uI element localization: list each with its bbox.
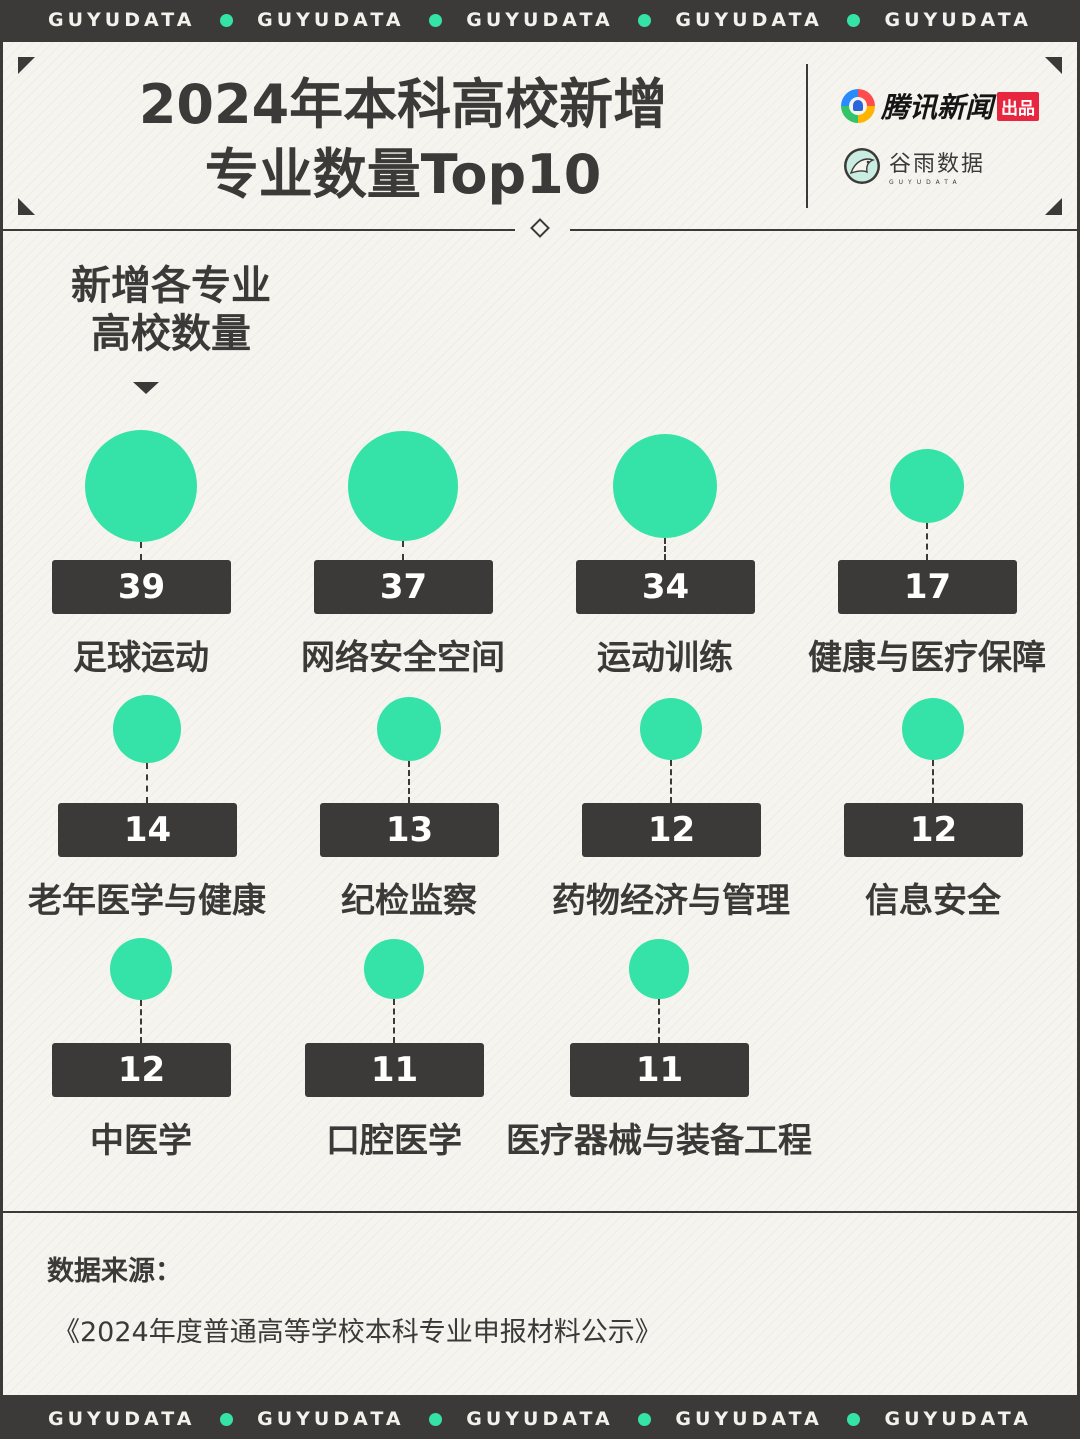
category-label: 医疗器械与装备工程 <box>506 1121 812 1161</box>
bubble-mark <box>629 939 689 999</box>
value-label: 12 <box>844 803 1023 857</box>
band-word: GUYUDATA <box>884 9 1032 31</box>
brand2-subtext: GUYUDATA <box>889 179 962 186</box>
bubble-mark <box>348 431 458 541</box>
subtitle-line-2: 高校数量 <box>91 311 251 357</box>
value-label: 17 <box>838 560 1017 614</box>
band-word: GUYUDATA <box>675 1408 823 1430</box>
value-label: 39 <box>52 560 231 614</box>
chart-subtitle: 新增各专业 高校数量 <box>51 262 291 358</box>
bubble-mark <box>901 697 965 761</box>
band-word: GUYUDATA <box>48 9 196 31</box>
brand2-text: 谷雨数据 <box>889 152 986 177</box>
category-label: 网络安全空间 <box>301 638 505 678</box>
bubble-mark <box>890 449 964 523</box>
bubble-mark <box>612 433 718 539</box>
corner-mark-icon <box>1045 57 1062 74</box>
value-label: 11 <box>305 1043 484 1097</box>
header-divider-right <box>570 229 1077 231</box>
header-vertical-divider <box>806 64 808 208</box>
value-label: 11 <box>570 1043 749 1097</box>
band-dot-icon <box>847 13 861 27</box>
corner-mark-icon <box>1045 198 1062 215</box>
value-label: 37 <box>314 560 493 614</box>
category-label: 口腔医学 <box>326 1121 462 1161</box>
category-label: 纪检监察 <box>341 881 477 921</box>
tencent-news-brand: 腾讯新闻 出品 <box>841 86 1040 126</box>
brand1-text: 腾讯新闻 <box>881 91 994 124</box>
band-word: GUYUDATA <box>675 9 823 31</box>
category-label: 老年医学与健康 <box>28 881 266 921</box>
bubble-stem <box>926 522 928 560</box>
category-label: 运动训练 <box>597 638 733 678</box>
category-label: 中医学 <box>90 1121 192 1161</box>
bubble-chart: 39 足球运动 37 网络安全空间 34 运动训练 17 健康与医疗保障 14 老年医学与健康 13… <box>3 42 1077 1395</box>
bubble-stem <box>140 1000 142 1043</box>
value-label: 34 <box>576 560 755 614</box>
band-dot-icon <box>847 1412 861 1426</box>
bubble-mark <box>113 695 181 763</box>
category-label: 健康与医疗保障 <box>808 638 1046 678</box>
value-label: 14 <box>58 803 237 857</box>
bubble-mark <box>376 696 442 762</box>
bubble-stem <box>140 542 142 560</box>
page-title: 2024年本科高校新增 专业数量Top10 <box>43 70 763 210</box>
band-dot-icon <box>219 13 233 27</box>
tencent-news-bubble-icon <box>841 89 875 123</box>
bird-logo-icon <box>844 148 880 184</box>
bubble-mark <box>85 430 197 542</box>
title-line-1: 2024年本科高校新增 <box>138 73 668 136</box>
category-label: 信息安全 <box>865 881 1001 921</box>
band-dot-icon <box>428 13 442 27</box>
header-divider-left <box>3 229 515 231</box>
content-panel: 2024年本科高校新增 专业数量Top10 腾讯新闻 出品 谷雨数据 GUYUD… <box>3 42 1077 1395</box>
title-line-2: 专业数量Top10 <box>204 143 602 206</box>
band-word: GUYUDATA <box>48 1408 196 1430</box>
value-label: 12 <box>582 803 761 857</box>
band-dot-icon <box>219 1412 233 1426</box>
bubble-mark <box>639 697 703 761</box>
band-word: GUYUDATA <box>257 1408 405 1430</box>
corner-mark-icon <box>18 198 35 215</box>
band-dot-icon <box>428 1412 442 1426</box>
bubble-stem <box>408 761 410 803</box>
source-label: 数据来源： <box>47 1256 182 1287</box>
band-word: GUYUDATA <box>884 1408 1032 1430</box>
band-dot-icon <box>638 13 652 27</box>
bubble-stem <box>146 762 148 803</box>
bubble-stem <box>664 538 666 560</box>
footer-divider <box>3 1211 1077 1213</box>
bubble-stem <box>393 998 395 1043</box>
bubble-mark <box>364 939 424 999</box>
brand1-tag: 出品 <box>997 91 1040 121</box>
bubble-stem <box>932 760 934 803</box>
bubble-stem <box>658 998 660 1043</box>
band-word: GUYUDATA <box>466 9 614 31</box>
corner-mark-icon <box>18 57 35 74</box>
top-brand-band: GUYUDATA GUYUDATA GUYUDATA GUYUDATA GUYU… <box>0 0 1080 40</box>
arrow-down-icon <box>133 382 159 394</box>
category-label: 药物经济与管理 <box>552 881 790 921</box>
category-label: 足球运动 <box>73 638 209 678</box>
bubble-stem <box>670 760 672 803</box>
band-word: GUYUDATA <box>257 9 405 31</box>
band-word: GUYUDATA <box>466 1408 614 1430</box>
bubble-mark <box>109 937 173 1001</box>
value-label: 12 <box>52 1043 231 1097</box>
bubble-stem <box>402 540 404 560</box>
subtitle-line-1: 新增各专业 <box>71 263 271 309</box>
guyu-data-brand: 谷雨数据 GUYUDATA <box>843 144 985 188</box>
bottom-brand-band: GUYUDATA GUYUDATA GUYUDATA GUYUDATA GUYU… <box>0 1399 1080 1439</box>
source-text: 《2024年度普通高等学校本科专业申报材料公示》 <box>53 1317 662 1348</box>
band-dot-icon <box>638 1412 652 1426</box>
value-label: 13 <box>320 803 499 857</box>
